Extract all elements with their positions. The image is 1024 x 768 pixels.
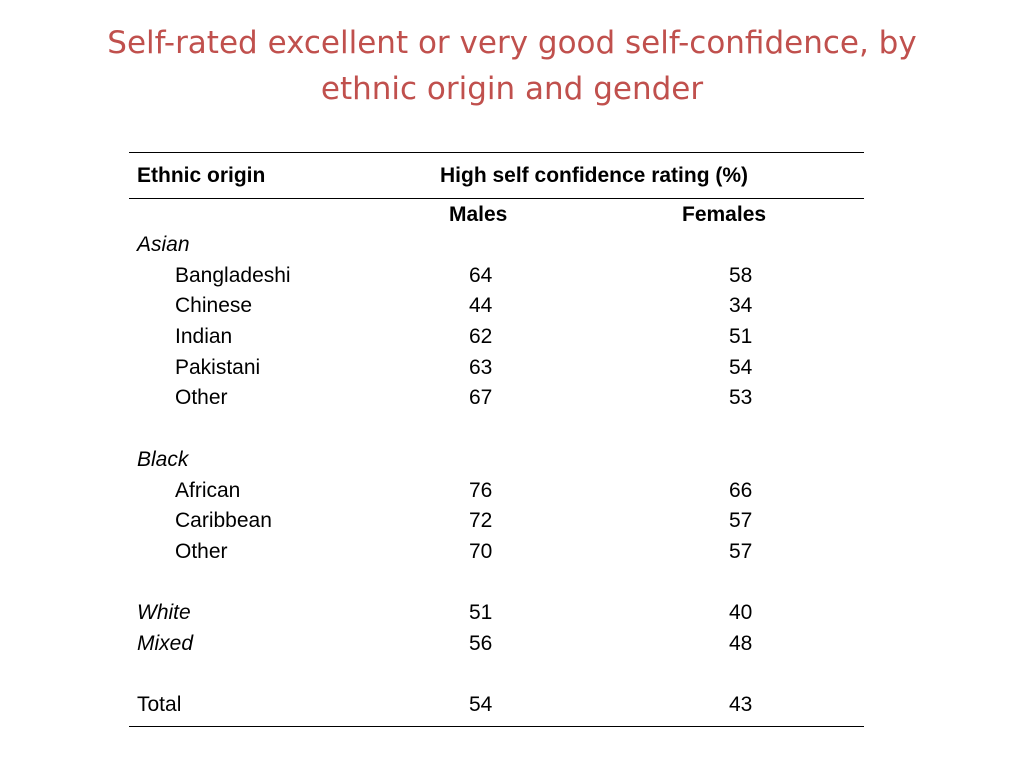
table-body: Asian Bangladeshi 64 58 Chinese 44 34 Indian 62 5… [129,231,864,722]
row-label: Indian [175,325,233,349]
males-value: 51 [469,601,493,625]
header-rule [129,198,864,199]
females-value: 58 [729,263,753,287]
females-value: 40 [729,601,753,625]
table-subheader-row: Males Females [129,199,864,231]
row-label: Chinese [175,294,253,318]
males-value: 63 [469,355,493,379]
table-row: Asian [129,231,864,262]
spacer-row [129,415,864,446]
table-row: Chinese 44 34 [129,292,864,323]
header-confidence-rating: High self confidence rating (%) [440,164,749,187]
row-label: Other [175,539,228,563]
table-header-row: Ethnic origin High self confidence ratin… [129,153,864,198]
males-value: 56 [469,631,493,655]
subheader-males: Males [449,203,508,226]
row-label: Total [137,693,182,717]
males-value: 64 [469,263,493,287]
row-label: Mixed [137,631,194,655]
table-row: African 76 66 [129,477,864,508]
females-value: 53 [729,386,753,410]
females-value: 34 [729,294,753,318]
females-value: 51 [729,325,753,349]
row-label: White [137,601,191,625]
males-value: 70 [469,539,493,563]
table-row: Total 54 43 [129,691,864,722]
top-rule [129,152,864,153]
males-value: 67 [469,386,493,410]
row-label: Black [137,447,189,471]
spacer-row [129,661,864,692]
males-value: 54 [469,693,493,717]
females-value: 57 [729,539,753,563]
females-value: 43 [729,693,753,717]
row-label: Other [175,386,228,410]
row-label: Caribbean [175,509,272,533]
table-row: White 51 40 [129,599,864,630]
table-row: Bangladeshi 64 58 [129,262,864,293]
males-value: 44 [469,294,493,318]
table-row: Black [129,446,864,477]
females-value: 48 [729,631,753,655]
table-row: Caribbean 72 57 [129,507,864,538]
row-label: Bangladeshi [175,263,291,287]
females-value: 54 [729,355,753,379]
table-row: Indian 62 51 [129,323,864,354]
confidence-table: Ethnic origin High self confidence ratin… [129,152,864,727]
table-row: Other 67 53 [129,384,864,415]
bottom-rule [129,726,864,727]
females-value: 66 [729,478,753,502]
row-label: Pakistani [175,355,261,379]
females-value: 57 [729,509,753,533]
table-row: Pakistani 63 54 [129,354,864,385]
table-row: Other 70 57 [129,538,864,569]
males-value: 72 [469,509,493,533]
males-value: 76 [469,478,493,502]
row-label: African [175,478,241,502]
table-row: Mixed 56 48 [129,630,864,661]
spacer-row [129,569,864,600]
header-ethnic-origin: Ethnic origin [137,164,266,187]
slide-title: Self-rated excellent or very good self-c… [107,25,917,107]
subheader-females: Females [682,203,767,226]
males-value: 62 [469,325,493,349]
row-label: Asian [137,233,190,256]
